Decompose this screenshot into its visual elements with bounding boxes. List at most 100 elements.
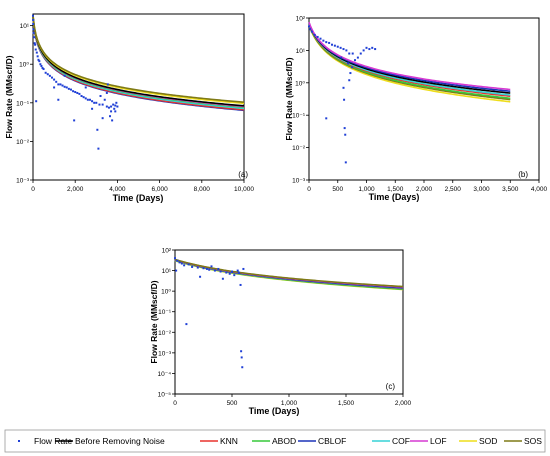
flow-rate-point-a (55, 80, 58, 83)
flow-rate-point-b (342, 86, 345, 89)
flow-rate-point-a (36, 55, 39, 58)
flow-rate-point-a (115, 101, 118, 104)
flow-rate-point-a (72, 90, 75, 93)
flow-rate-point-b (310, 30, 313, 33)
flow-rate-point-a (105, 105, 108, 108)
legend-label: KNN (220, 436, 238, 446)
flow-rate-point-a (114, 104, 117, 107)
flow-rate-point-a (110, 105, 113, 108)
legend-label: SOD (479, 436, 497, 446)
y-tick-label-b: 10² (296, 16, 306, 23)
fit-line-knn-a (32, 18, 245, 111)
y-tick-label-c: 10⁻² (158, 330, 172, 337)
x-tick-label-a: 0 (31, 186, 35, 193)
flow-rate-point-b (343, 127, 346, 130)
flow-rate-point-a (91, 107, 94, 110)
flow-rate-point-a (38, 60, 41, 63)
flow-rate-point-c (180, 262, 183, 265)
flow-rate-point-a (80, 95, 83, 98)
flow-rate-point-b (349, 72, 352, 75)
legend-item-knn: KNN (200, 436, 238, 446)
flow-rate-point-a (112, 103, 115, 106)
fit-lines-a (32, 15, 245, 112)
flow-rate-point-a (82, 96, 85, 99)
legend-label: CBLOF (318, 436, 346, 446)
flow-points-c (174, 257, 245, 369)
y-tick-label-c: 10⁻³ (158, 350, 172, 357)
flow-rate-point-a (32, 28, 35, 31)
legend-item-abod: ABOD (252, 436, 296, 446)
flow-rate-point-b (362, 49, 365, 52)
ticks-c: 0 500 1,000 1,500 2,000 10⁻⁵ 10⁻⁴ 10⁻³ 10⁻² 10⁻¹ 1… (158, 248, 412, 408)
x-tick-label-b: 3,500 (502, 186, 519, 193)
panel-label-a: (a) (238, 170, 248, 179)
flow-rate-point-a (74, 91, 77, 94)
flow-rate-point-a (34, 43, 37, 46)
legend-label: Before Removing Noise (75, 436, 165, 446)
flow-rate-point-b (316, 35, 319, 38)
flow-rate-point-a (78, 92, 81, 95)
panel-a: 0 2,000 4,000 6,000 8,000 10,000 10⁻³ 10⁻² 10⁻¹ 1… (4, 13, 254, 203)
fit-lines-c (174, 258, 404, 291)
flow-rate-point-a (32, 18, 35, 21)
x-tick-label-b: 4,000 (531, 186, 548, 193)
flow-rate-point-a (48, 74, 51, 77)
flow-rate-point-c (202, 267, 205, 270)
flow-rate-point-b (371, 46, 374, 49)
flow-rate-point-b (342, 48, 345, 51)
flow-rate-point-c (217, 267, 220, 270)
flow-rate-point-a (107, 106, 110, 109)
flow-rate-point-a (101, 117, 104, 120)
flow-rate-point-a (35, 51, 38, 54)
x-tick-label-c: 1,500 (338, 400, 355, 407)
flow-rate-point-b (308, 25, 310, 28)
flow-rate-point-c (242, 267, 245, 270)
y-tick-label-a: 10⁻¹ (16, 100, 30, 107)
ticks-a: 0 2,000 4,000 6,000 8,000 10,000 10⁻³ 10⁻² 10⁻¹ 1… (16, 23, 254, 193)
flow-rate-point-c (228, 272, 231, 275)
x-tick-label-c: 2,000 (395, 400, 412, 407)
fit-line-sod-b (308, 24, 511, 103)
flow-rate-point-b (351, 66, 354, 69)
flow-rate-point-a (37, 58, 40, 61)
flow-rate-point-c (176, 259, 179, 262)
y-tick-label-a: 10⁻³ (16, 178, 30, 185)
y-axis-title-a: Flow Rate (MMscf/D) (4, 55, 14, 138)
legend-item-before-removing-noise: Before Removing Noise (55, 436, 165, 446)
y-tick-label-a: 10⁻² (16, 139, 30, 146)
flow-rate-point-b (343, 98, 346, 101)
y-tick-label-c: 10⁻¹ (158, 309, 172, 316)
flow-rate-point-b (344, 133, 347, 136)
x-tick-label-a: 2,000 (67, 186, 84, 193)
flow-rate-point-a (105, 91, 108, 94)
flow-rate-point-a (34, 48, 37, 51)
flow-rate-point-a (95, 101, 98, 104)
flow-rate-point-a (76, 91, 79, 94)
fit-line-cblof-b (308, 22, 511, 93)
flow-rate-point-b (336, 45, 339, 48)
fit-line-cof-b (308, 23, 511, 96)
x-tick-label-c: 500 (227, 400, 238, 407)
flow-rate-point-a (40, 64, 43, 67)
x-tick-label-b: 3,000 (473, 186, 490, 193)
flow-rate-point-b (351, 52, 354, 55)
flow-rate-point-a (35, 100, 38, 103)
x-tick-label-b: 500 (332, 186, 343, 193)
flow-rate-point-a (33, 36, 36, 39)
y-tick-label-a: 10⁰ (19, 62, 29, 69)
flow-rate-point-a (91, 100, 94, 103)
x-tick-label-b: 2,500 (445, 186, 462, 193)
y-tick-label-c: 10² (162, 248, 172, 255)
flow-rate-point-a (96, 128, 99, 131)
flow-rate-point-c (208, 268, 211, 271)
flow-rate-point-a (50, 76, 53, 79)
flow-rate-point-a (65, 86, 68, 89)
flow-rate-point-a (41, 66, 44, 69)
legend-label: LOF (430, 436, 447, 446)
x-axis-title-c: Time (Days) (249, 406, 300, 416)
flow-rate-point-a (32, 31, 35, 34)
flow-rate-point-c (239, 283, 242, 286)
x-tick-label-b: 0 (307, 186, 311, 193)
flow-rate-point-b (348, 52, 351, 55)
